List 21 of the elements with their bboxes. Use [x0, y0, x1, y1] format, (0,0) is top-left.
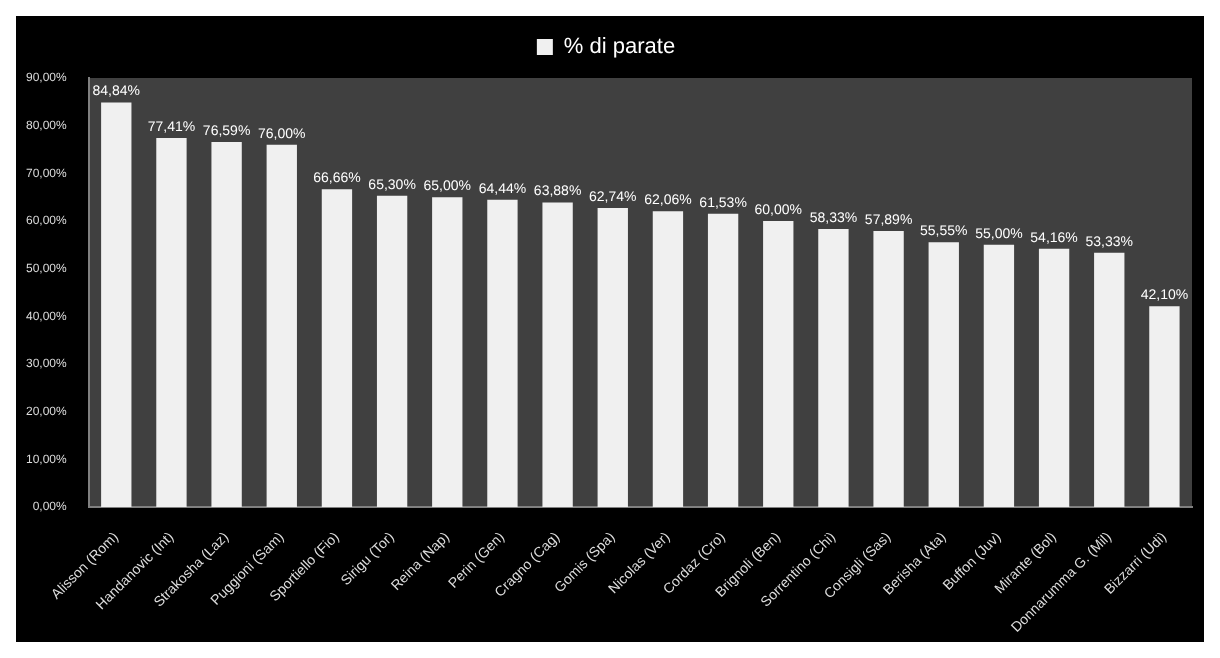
bar	[928, 242, 959, 507]
bar	[1149, 306, 1180, 507]
bar	[652, 211, 684, 507]
bar	[542, 202, 573, 507]
bar	[487, 199, 518, 507]
bar	[1038, 248, 1070, 507]
bar	[432, 197, 463, 507]
bar	[321, 189, 353, 507]
legend-label: % di parate	[563, 35, 676, 60]
bar	[1094, 252, 1125, 507]
bar	[763, 220, 794, 507]
bar	[818, 228, 849, 507]
bar	[211, 141, 242, 507]
bar	[707, 213, 739, 507]
bar	[376, 195, 408, 507]
bar	[873, 231, 904, 507]
bar	[983, 244, 1015, 507]
bar	[156, 138, 187, 507]
bar	[101, 102, 132, 507]
bar	[266, 144, 297, 507]
bar	[597, 207, 628, 507]
